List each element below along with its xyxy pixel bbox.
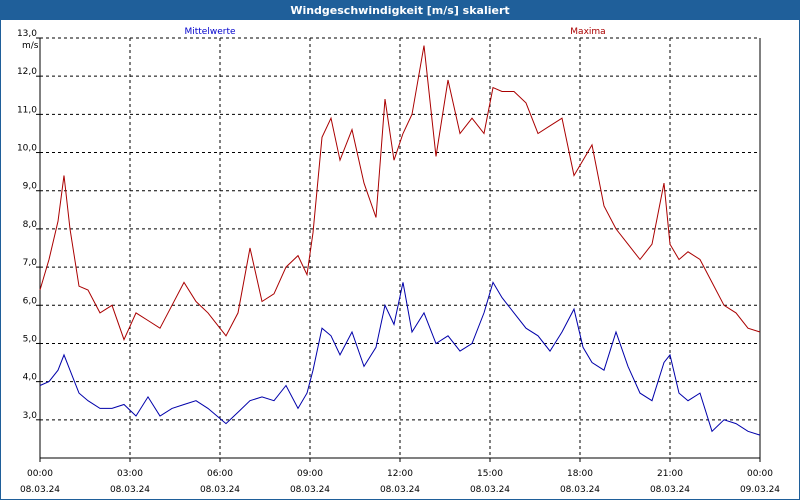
x-tick-date: 08.03.24 [200, 485, 240, 495]
x-tick-time: 00:00 [747, 469, 773, 479]
x-tick-date: 08.03.24 [470, 485, 510, 495]
x-tick-date: 08.03.24 [650, 485, 690, 495]
x-tick-time: 12:00 [387, 469, 413, 479]
x-tick-time: 03:00 [117, 469, 143, 479]
y-tick-label: 7,0 [23, 258, 38, 268]
x-tick-time: 00:00 [27, 469, 53, 479]
x-tick-time: 21:00 [657, 469, 683, 479]
x-tick-date: 08.03.24 [560, 485, 600, 495]
series-line-mittelwerte [39, 281, 761, 436]
chart-title: Windgeschwindigkeit [m/s] skaliert [1, 1, 799, 20]
x-tick-time: 15:00 [477, 469, 503, 479]
y-tick-label: 13,0 [17, 29, 37, 39]
series-line-maxima [39, 45, 761, 341]
y-tick-label: 4,0 [23, 373, 38, 383]
y-tick-label: 10,0 [17, 144, 37, 154]
x-tick-time: 18:00 [567, 469, 593, 479]
axes [36, 37, 761, 462]
x-tick-date: 08.03.24 [20, 485, 60, 495]
x-tick-date: 08.03.24 [380, 485, 420, 495]
x-tick-date: 08.03.24 [290, 485, 330, 495]
y-tick-label: 9,0 [23, 182, 38, 192]
y-axis-unit: m/s [22, 41, 39, 51]
series-lines [39, 45, 761, 436]
x-axis-ticks: 00:00 08.03.24 03:00 08.03.24 06:00 08.03.24 0… [20, 469, 780, 495]
y-tick-label: 12,0 [17, 67, 37, 77]
y-tick-label: 3,0 [23, 411, 38, 421]
x-tick-time: 06:00 [207, 469, 233, 479]
legend-maxima: Maxima [570, 27, 605, 37]
y-tick-label: 8,0 [23, 220, 38, 230]
y-tick-label: 5,0 [23, 334, 38, 344]
y-tick-label: 11,0 [17, 105, 37, 115]
y-axis-ticks: 13,0 12,0 11,0 10,0 9,0 8,0 7,0 6,0 5,0 4,0 3,0 [17, 29, 37, 421]
x-tick-time: 09:00 [297, 469, 323, 479]
grid [40, 37, 760, 458]
legend-mittelwerte: Mittelwerte [184, 27, 235, 37]
x-tick-date: 09.03.24 [740, 485, 780, 495]
y-tick-label: 6,0 [23, 296, 38, 306]
x-tick-date: 08.03.24 [110, 485, 150, 495]
